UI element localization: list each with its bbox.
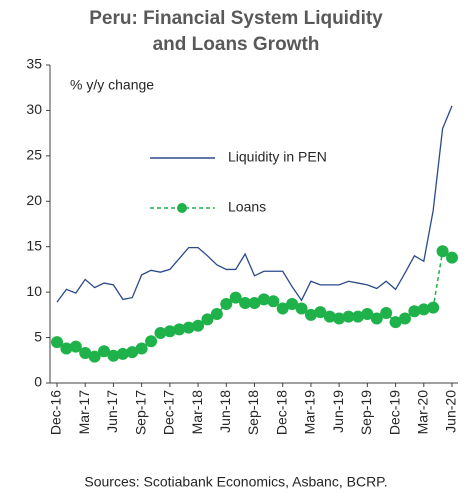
series-marker (201, 313, 214, 326)
series-marker (370, 312, 383, 325)
x-tick-label: Dec-19 (386, 390, 402, 435)
series-marker (192, 319, 205, 332)
y-tick-label: 30 (26, 101, 42, 117)
series-marker (51, 336, 63, 349)
series-line (56, 105, 453, 303)
series-marker (116, 347, 129, 360)
x-tick-label: Jun-18 (217, 390, 233, 433)
series-marker (173, 323, 186, 336)
x-tick-label: Mar-17 (76, 390, 92, 435)
x-tick-label: Sep-18 (245, 390, 261, 435)
y-tick-label: 5 (34, 328, 42, 344)
series-marker (417, 303, 430, 316)
chart-title: Peru: Financial System Liquidity and Loa… (89, 8, 383, 55)
series-marker (276, 302, 289, 315)
series-marker (398, 312, 411, 325)
series-marker (107, 349, 120, 362)
x-tick-label: Jun-20 (443, 390, 459, 433)
legend-label: Loans (228, 199, 266, 215)
series-marker (333, 312, 346, 325)
series-marker (88, 350, 101, 363)
y-tick-label: 15 (26, 237, 42, 253)
x-tick-label: Jun-19 (330, 390, 346, 433)
x-tick-label: Sep-17 (132, 390, 148, 435)
y-tick-label: 35 (26, 56, 42, 72)
series-marker (304, 308, 317, 321)
series-marker (220, 297, 233, 310)
y-tick-label: 20 (26, 192, 42, 208)
series-marker (351, 310, 364, 323)
series-marker (154, 327, 167, 340)
series-marker (69, 340, 82, 353)
y-tick-label: 0 (34, 374, 42, 390)
series-marker (98, 345, 111, 358)
x-tick-label: Jun-17 (104, 390, 120, 433)
x-tick-label: Mar-19 (302, 390, 318, 435)
series-marker (182, 321, 195, 334)
series-marker (342, 310, 355, 323)
legend-label: Liquidity in PEN (228, 149, 327, 165)
series-marker (248, 297, 261, 310)
series-marker (323, 310, 336, 323)
x-tick-label: Dec-17 (161, 390, 177, 435)
series-marker (361, 307, 374, 320)
series-marker (229, 291, 242, 304)
series-marker (126, 346, 139, 359)
series-marker (210, 307, 223, 320)
series-marker (380, 307, 393, 320)
x-tick-label: Dec-16 (48, 390, 64, 435)
series-marker (163, 325, 176, 338)
series-marker (79, 347, 92, 360)
series-marker (427, 301, 440, 314)
series-marker (314, 306, 327, 319)
annotation: % y/y change (70, 77, 154, 93)
y-tick-label: 25 (26, 147, 42, 163)
series-marker (60, 342, 73, 355)
legend-marker (177, 203, 187, 213)
y-tick-label: 10 (26, 283, 42, 299)
series-marker (295, 302, 308, 315)
series-marker (389, 316, 402, 329)
series-marker (408, 305, 421, 318)
x-tick-label: Sep-19 (358, 390, 374, 435)
series-marker (145, 335, 158, 348)
x-tick-label: Mar-20 (414, 390, 430, 435)
series-marker (436, 245, 449, 258)
series-marker (267, 295, 280, 308)
x-tick-label: Mar-18 (189, 390, 205, 435)
series-marker (135, 342, 148, 355)
series-marker (257, 293, 270, 306)
series-marker (239, 297, 252, 310)
series-marker (286, 297, 299, 310)
source: Sources: Scotiabank Economics, Asbanc, B… (84, 474, 387, 490)
series-marker (446, 251, 458, 264)
x-tick-label: Dec-18 (273, 390, 289, 435)
